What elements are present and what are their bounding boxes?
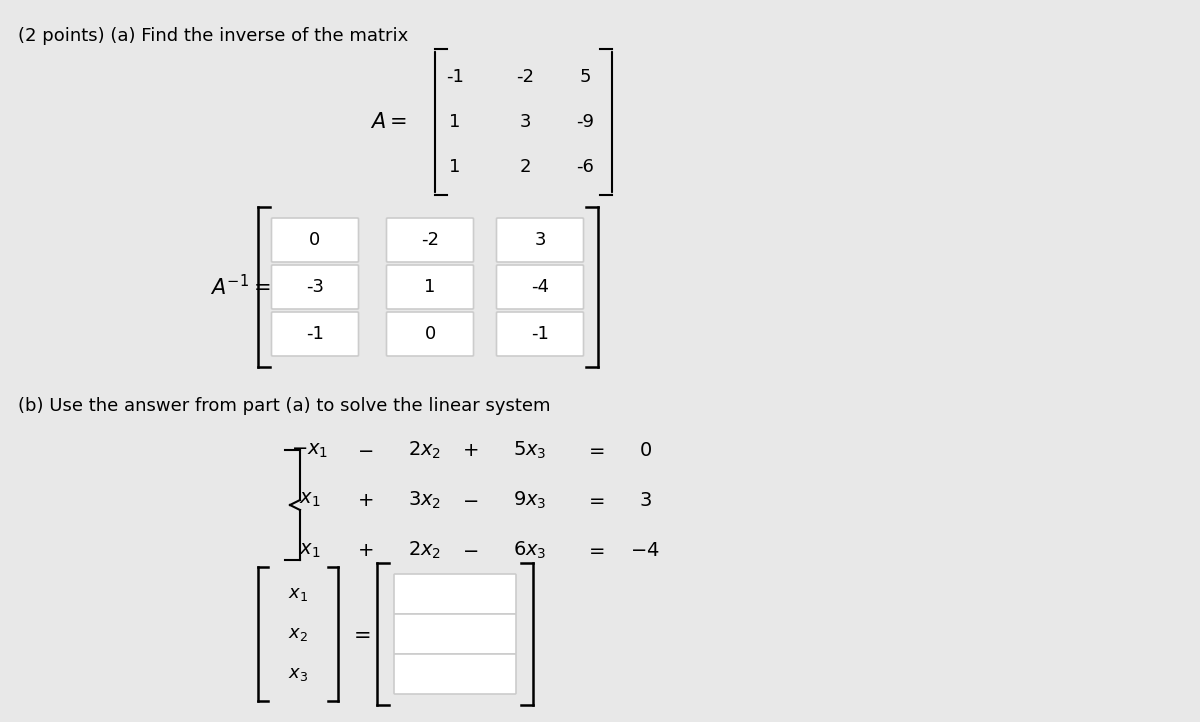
Text: 3: 3 [534,231,546,249]
Text: 1: 1 [449,113,461,131]
FancyBboxPatch shape [386,218,474,262]
Text: $-$: $-$ [462,490,478,510]
FancyBboxPatch shape [497,312,583,356]
FancyBboxPatch shape [394,574,516,614]
Text: $+$: $+$ [356,490,373,510]
Text: $9x_3$: $9x_3$ [514,490,547,510]
Text: 1: 1 [425,278,436,296]
FancyBboxPatch shape [497,218,583,262]
FancyBboxPatch shape [271,218,359,262]
Text: $-4$: $-4$ [630,541,660,560]
Text: $x_3$: $x_3$ [288,665,308,683]
Text: $3x_2$: $3x_2$ [408,490,442,510]
Text: 2: 2 [520,158,530,176]
Text: $+$: $+$ [356,541,373,560]
Text: -2: -2 [516,68,534,86]
Text: $x_1$: $x_1$ [299,541,320,560]
Text: -1: -1 [306,325,324,343]
Text: -1: -1 [446,68,464,86]
Text: -1: -1 [532,325,548,343]
Text: $A =$: $A =$ [370,112,407,132]
Text: -4: -4 [530,278,550,296]
Text: $-$: $-$ [462,541,478,560]
Text: $6x_3$: $6x_3$ [514,539,547,561]
Text: $=$: $=$ [584,541,605,560]
Text: $3$: $3$ [638,490,652,510]
Text: $=$: $=$ [584,490,605,510]
FancyBboxPatch shape [271,312,359,356]
Text: $x_2$: $x_2$ [288,625,308,643]
FancyBboxPatch shape [497,265,583,309]
Text: (b) Use the answer from part (a) to solve the linear system: (b) Use the answer from part (a) to solv… [18,397,551,415]
FancyBboxPatch shape [394,654,516,694]
Text: -2: -2 [421,231,439,249]
Text: $+$: $+$ [462,440,478,459]
Text: $=$: $=$ [349,624,371,644]
FancyBboxPatch shape [394,614,516,654]
Text: $-x_1$: $-x_1$ [292,440,329,459]
Text: 1: 1 [449,158,461,176]
Text: -6: -6 [576,158,594,176]
FancyBboxPatch shape [386,265,474,309]
Text: 0: 0 [425,325,436,343]
Text: $=$: $=$ [584,440,605,459]
Text: (2 points) (a) Find the inverse of the matrix: (2 points) (a) Find the inverse of the m… [18,27,408,45]
Text: 3: 3 [520,113,530,131]
Text: $-$: $-$ [356,440,373,459]
FancyBboxPatch shape [271,265,359,309]
Text: $2x_2$: $2x_2$ [408,539,442,561]
FancyBboxPatch shape [386,312,474,356]
Text: $x_1$: $x_1$ [299,490,320,510]
Text: $0$: $0$ [638,440,652,459]
Text: $A^{-1} =$: $A^{-1} =$ [210,274,270,300]
Text: $2x_2$: $2x_2$ [408,440,442,461]
Text: $x_1$: $x_1$ [288,585,308,603]
Text: 5: 5 [580,68,590,86]
Text: -9: -9 [576,113,594,131]
Text: -3: -3 [306,278,324,296]
Text: $5x_3$: $5x_3$ [514,440,547,461]
Text: 0: 0 [310,231,320,249]
